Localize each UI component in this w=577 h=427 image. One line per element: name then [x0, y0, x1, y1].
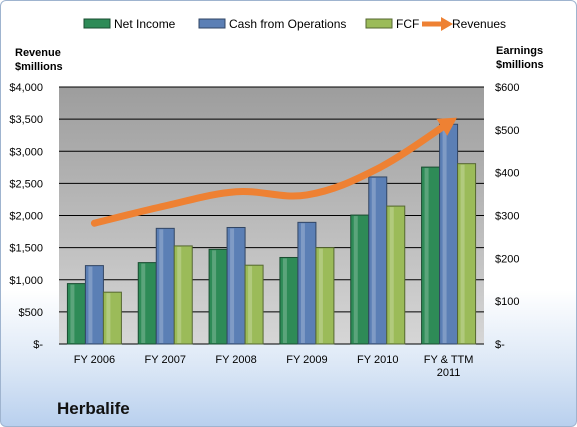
left-tick-label: $500 — [19, 307, 43, 319]
bar-highlight — [159, 229, 164, 343]
x-tick-label: FY 2007 — [145, 354, 186, 366]
left-axis-label-line1: Revenue — [15, 47, 61, 59]
bar-fcf — [386, 205, 406, 345]
bar-fcf — [244, 264, 264, 345]
bar-highlight — [460, 164, 465, 343]
left-axis-label-line2: $millions — [15, 61, 63, 73]
x-tick-label: FY 2006 — [74, 354, 115, 366]
x-tick-label: FY 2010 — [357, 354, 398, 366]
chart-title: Herbalife — [57, 399, 130, 418]
left-tick-label: $2,000 — [9, 211, 43, 223]
bar-highlight — [424, 168, 429, 343]
bar-cash-from-operations — [155, 227, 175, 345]
bar-net-income — [137, 262, 157, 345]
legend-label: FCF — [396, 17, 419, 31]
x-axis-ticks: FY 2006 FY 2007 FY 2008 FY 2009 FY 2010 FY & … — [74, 354, 474, 379]
bar-highlight — [141, 263, 146, 343]
bar-highlight — [230, 228, 235, 343]
right-axis-ticks: $- $100 $200 $300 $400 $500 $600 — [495, 82, 519, 351]
bar-highlight — [88, 266, 93, 343]
right-tick-label: $200 — [495, 253, 519, 265]
legend-swatch — [365, 18, 393, 29]
bar-highlight — [300, 223, 305, 343]
legend-label: Cash from Operations — [229, 17, 346, 31]
x-tick-label: FY 2008 — [215, 354, 256, 366]
bar-net-income — [350, 214, 370, 345]
legend: Net Income Cash from Operations FCF Revenue… — [83, 17, 506, 31]
left-tick-label: $2,500 — [9, 178, 43, 190]
x-tick-label: FY & TTM — [424, 354, 474, 366]
bar-highlight — [353, 216, 358, 343]
legend-swatch — [198, 18, 226, 29]
right-tick-label: $300 — [495, 211, 519, 223]
right-axis-label-line1: Earnings — [496, 45, 543, 57]
right-tick-label: $400 — [495, 168, 519, 180]
x-tick-label: FY 2009 — [286, 354, 327, 366]
legend-label: Revenues — [452, 17, 506, 31]
bar-highlight — [248, 266, 253, 343]
left-tick-label: $- — [33, 339, 43, 351]
bar-highlight — [442, 125, 447, 343]
bar-highlight — [106, 293, 111, 343]
revenue-line-group — [90, 117, 457, 227]
x-tick-label: 2011 — [437, 367, 461, 379]
bar-highlight — [371, 177, 376, 343]
bar-net-income — [66, 283, 86, 345]
bar-cash-from-operations — [226, 226, 246, 345]
bar-fcf — [102, 291, 122, 345]
bar-net-income — [421, 166, 441, 345]
right-tick-label: $500 — [495, 125, 519, 137]
bar-highlight — [177, 246, 182, 343]
revenues-line — [90, 119, 453, 227]
revenues-arrowhead — [436, 117, 457, 136]
left-tick-label: $4,000 — [9, 82, 43, 94]
left-tick-label: $3,000 — [9, 146, 43, 158]
bar-highlight — [212, 250, 217, 343]
left-axis-ticks: $- $500 $1,000 $1,500 $2,000 $2,500 $3,000 $3,5… — [9, 82, 43, 351]
bar-cash-from-operations — [368, 176, 388, 345]
bar-highlight — [282, 258, 287, 343]
right-tick-label: $600 — [495, 82, 519, 94]
legend-arrow — [441, 17, 453, 31]
legend-swatch — [83, 18, 111, 29]
bar-cash-from-operations — [84, 265, 104, 345]
bar-fcf — [457, 163, 477, 345]
bar-cash-from-operations — [297, 221, 317, 345]
bar-highlight — [318, 248, 323, 343]
bar-net-income — [208, 248, 228, 345]
bar-highlight — [389, 207, 394, 343]
bar-highlight — [70, 284, 75, 343]
right-axis-label-line2: $millions — [496, 59, 544, 71]
legend-label: Net Income — [114, 17, 176, 31]
bar-fcf — [173, 245, 193, 345]
left-tick-label: $3,500 — [9, 114, 43, 126]
left-tick-label: $1,500 — [9, 243, 43, 255]
left-tick-label: $1,000 — [9, 275, 43, 287]
bars — [66, 123, 477, 345]
bar-cash-from-operations — [439, 123, 459, 345]
right-tick-label: $100 — [495, 296, 519, 308]
right-tick-label: $- — [495, 339, 505, 351]
bar-fcf — [315, 247, 335, 345]
bar-net-income — [279, 256, 299, 345]
